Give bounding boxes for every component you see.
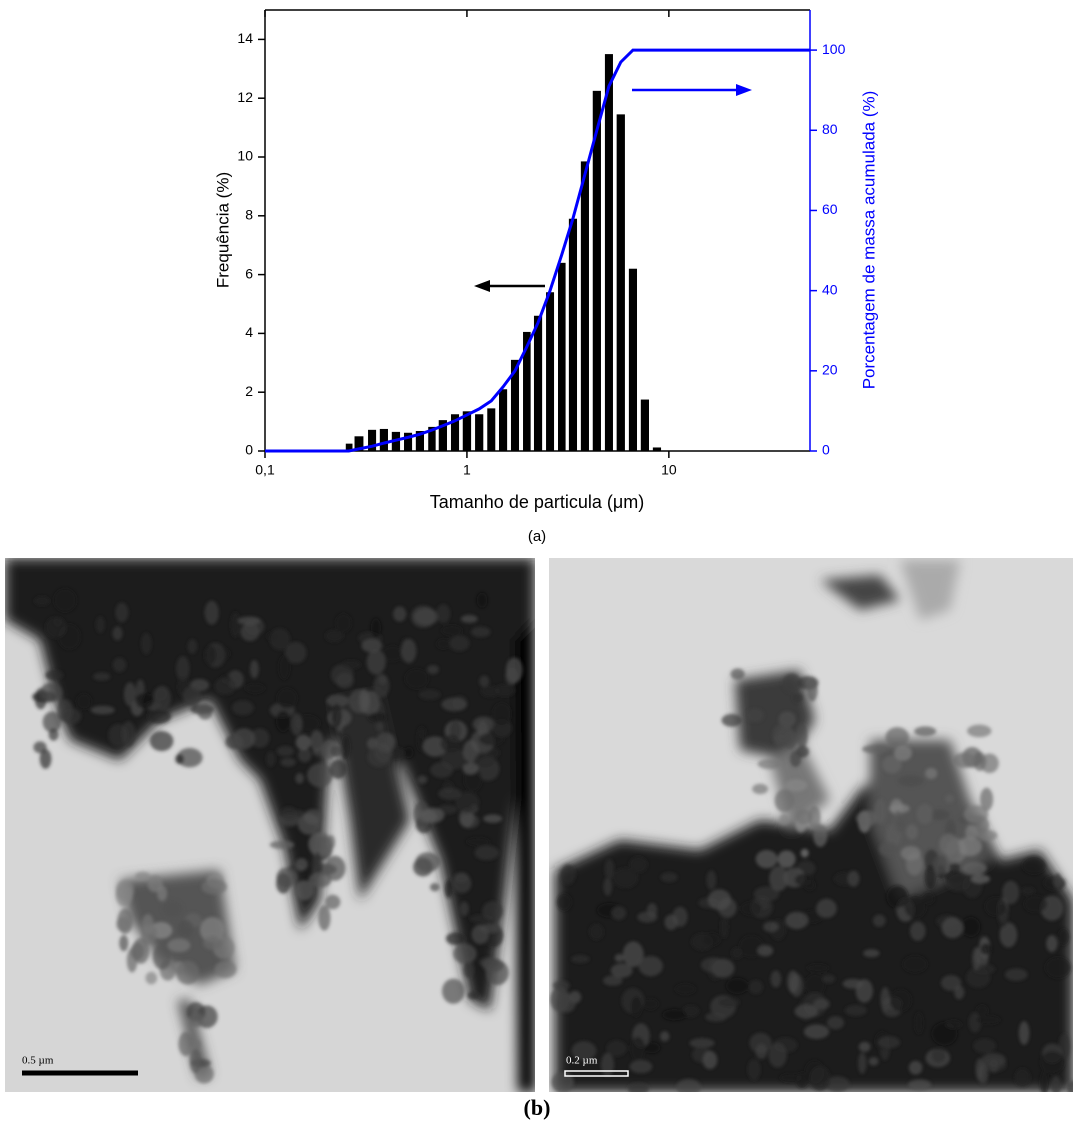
bar — [558, 262, 566, 451]
bar — [580, 161, 589, 451]
bar — [616, 114, 625, 452]
y-tick-label: 10 — [237, 148, 253, 164]
bar — [438, 420, 447, 451]
scale-bar — [564, 1070, 629, 1077]
panel-a-caption: (a) — [528, 528, 546, 545]
bar — [462, 411, 472, 451]
bar — [428, 426, 436, 451]
scale-bar-label: 0.2 µm — [566, 1055, 598, 1067]
cumulative-line — [265, 48, 810, 453]
y2-tick-label: 20 — [822, 362, 838, 378]
bar — [415, 431, 425, 451]
x-tick-label: 10 — [661, 462, 677, 478]
y2-tick-label: 80 — [822, 121, 838, 137]
bar — [604, 54, 613, 451]
bar — [640, 399, 649, 451]
bar — [510, 359, 520, 451]
y-tick-label: 6 — [245, 265, 253, 281]
bar — [523, 331, 531, 451]
bar — [533, 315, 543, 451]
bar — [379, 428, 388, 451]
x-tick-label: 0,1 — [255, 462, 275, 478]
y-tick-label: 0 — [245, 442, 253, 458]
arrow-right — [632, 84, 752, 96]
bar — [354, 436, 364, 451]
scale-bar-label: 0.5 µm — [22, 1055, 54, 1067]
micrograph-left: 0.5 µm — [5, 558, 535, 1092]
bar — [475, 414, 484, 451]
panel-b-caption: (b) — [524, 1095, 551, 1120]
y2-tick-label: 60 — [822, 201, 838, 217]
micrograph-right: 0.2 µm — [549, 558, 1073, 1092]
bar — [499, 389, 508, 451]
arrow-left — [474, 280, 545, 292]
y-tick-label: 2 — [245, 383, 253, 399]
y2-axis-label: Porcentagem de massa acumulada (%) — [859, 91, 878, 390]
bar — [404, 432, 413, 451]
x-axis-label: Tamanho de particula (μm) — [430, 492, 644, 512]
bar — [628, 268, 638, 451]
y2-tick-label: 40 — [822, 281, 838, 297]
bar — [652, 447, 662, 451]
bar — [345, 443, 353, 451]
y2-tick-label: 100 — [822, 41, 846, 57]
bar — [546, 292, 555, 451]
y-axis-label: Frequência (%) — [213, 172, 232, 288]
y2-tick-label: 0 — [822, 442, 830, 458]
bar — [368, 429, 377, 451]
y-tick-label: 8 — [245, 207, 253, 223]
y-tick-label: 14 — [237, 30, 253, 46]
y-tick-label: 4 — [245, 324, 253, 340]
bar — [592, 90, 601, 451]
bar — [568, 218, 578, 451]
bar — [487, 408, 496, 451]
bar — [450, 414, 460, 451]
x-tick-label: 1 — [463, 462, 471, 478]
y-tick-label: 12 — [237, 89, 253, 105]
